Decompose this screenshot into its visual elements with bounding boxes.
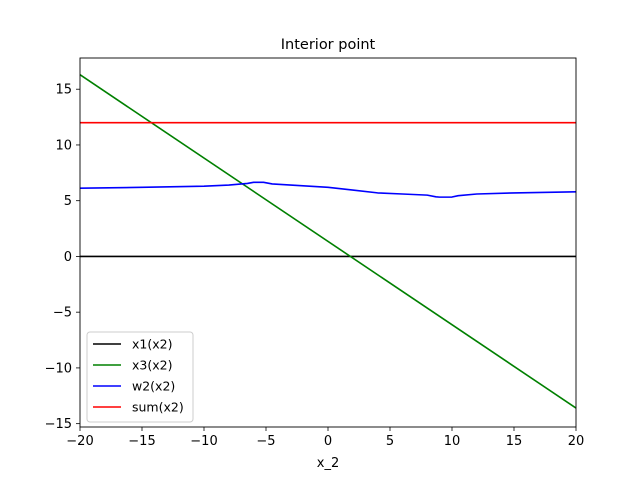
- x-tick-label: 0: [324, 434, 332, 449]
- legend: x1(x2) x3(x2) w2(x2) sum(x2): [86, 331, 194, 423]
- legend-label: w2(x2): [132, 379, 175, 394]
- x-tick-label: −15: [128, 434, 155, 449]
- series-line-1: [79, 74, 577, 409]
- x-tick-label: 5: [386, 434, 394, 449]
- x-tick-label: 10: [444, 434, 461, 449]
- x-tick-label: 20: [568, 434, 585, 449]
- x-axis-label: x_2: [317, 456, 339, 471]
- legend-label: x3(x2): [132, 358, 172, 373]
- y-tick-label: 5: [64, 194, 72, 209]
- x-axis: −20 −15 −10 −5 0 5 10 15 20: [66, 427, 584, 449]
- legend-label: x1(x2): [132, 337, 172, 352]
- legend-label: sum(x2): [132, 400, 184, 415]
- y-tick-label: −15: [45, 417, 72, 432]
- x-tick-label: −20: [66, 434, 93, 449]
- x-tick-label: −10: [190, 434, 217, 449]
- y-axis: −15 −10 −5 0 5 10 15: [45, 83, 80, 432]
- series-line-2: [79, 181, 577, 198]
- y-tick-label: −5: [53, 306, 72, 321]
- y-tick-label: 15: [55, 83, 72, 98]
- x-tick-label: −5: [256, 434, 275, 449]
- chart-title: Interior point: [281, 37, 376, 53]
- y-tick-label: 10: [55, 138, 72, 153]
- legend-box: [86, 331, 194, 423]
- series-layer: [79, 74, 577, 409]
- y-tick-label: −10: [45, 361, 72, 376]
- y-tick-label: 0: [64, 250, 72, 265]
- x-tick-label: 15: [506, 434, 523, 449]
